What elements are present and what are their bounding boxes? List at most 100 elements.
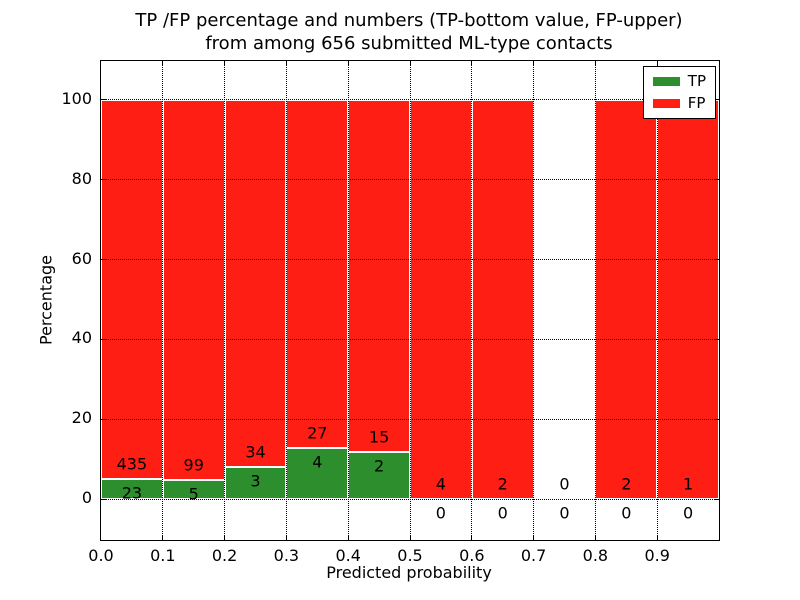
fp-bar-0.9-1.0	[657, 99, 719, 500]
fp-count-label-0.7-0.8: 0	[559, 474, 570, 494]
y-tick-label-60: 60	[71, 248, 92, 268]
fp-count-label-0.8-0.9: 2	[621, 474, 632, 494]
y-tick-left-60	[101, 259, 106, 261]
x-tick-bottom-0.2	[224, 535, 226, 540]
fp-bar-0.1-0.2	[162, 99, 225, 480]
fp-count-label-0.5-0.6: 4	[435, 474, 446, 494]
fp-count-label-0.6-0.7: 2	[497, 474, 508, 494]
y-tick-right-80	[714, 179, 719, 181]
x-tick-bottom-0.1	[162, 535, 164, 540]
x-tick-bottom-0.7	[533, 535, 535, 540]
tp-count-label-0.5-0.6: 0	[435, 503, 446, 523]
fp-bar-0.3-0.4	[286, 99, 349, 448]
x-tick-label-0.5: 0.5	[397, 546, 423, 565]
y-tick-right-60	[714, 259, 719, 261]
y-tick-right-40	[714, 338, 719, 340]
y-tick-right-100	[714, 99, 719, 101]
tp-count-label-0.4-0.5: 2	[374, 456, 385, 476]
gridline-y-100	[101, 99, 719, 101]
x-tick-bottom-0.5	[409, 535, 411, 540]
x-axis-label: Predicted probability	[326, 563, 492, 582]
x-tick-bottom-0.8	[594, 535, 596, 540]
y-tick-left-80	[101, 179, 106, 181]
chart-title-line-1: TP /FP percentage and numbers (TP-bottom…	[135, 10, 683, 31]
tp-count-label-0.2-0.3: 3	[250, 471, 261, 491]
y-tick-left-0	[101, 498, 106, 500]
tp-count-label-0.3-0.4: 4	[312, 452, 323, 472]
fp-legend-label: FP	[687, 94, 706, 112]
x-tick-label-0.9: 0.9	[644, 546, 670, 565]
y-tick-label-80: 80	[71, 168, 92, 188]
y-tick-left-20	[101, 418, 106, 420]
fp-count-label-0.3-0.4: 27	[307, 423, 328, 443]
gridline-x-0.1	[162, 61, 164, 540]
y-tick-label-40: 40	[71, 328, 92, 348]
x-tick-label-0.0: 0.0	[88, 546, 114, 565]
gridline-x-0.2	[224, 61, 226, 540]
legend-item-tp: TP	[652, 72, 706, 90]
plot-area: TP FP 435 23 99 5 34 3 27 4 15 2 4 0 2 0 0 0 2 0 1 0 0.0 0.1 0…	[61, 60, 720, 565]
x-tick-label-0.3: 0.3	[273, 546, 300, 565]
fp-bar-0.5-0.6	[410, 99, 472, 500]
y-tick-right-20	[714, 418, 719, 420]
fp-bar-0.6-0.7	[471, 99, 534, 500]
tp-count-label-0.0-0.1: 23	[121, 483, 143, 503]
fp-count-label-0.4-0.5: 15	[368, 427, 390, 447]
gridline-x-0.8	[594, 61, 596, 540]
x-tick-label-0.7: 0.7	[520, 546, 547, 565]
legend-item-fp: FP	[652, 94, 706, 112]
fp-bar-0.2-0.3	[224, 99, 287, 467]
gridline-x-0.4	[347, 61, 349, 540]
gridline-x-0.5	[409, 61, 411, 540]
tp-count-label-0.7-0.8: 0	[559, 503, 570, 523]
tp-count-label-0.1-0.2: 5	[188, 484, 199, 504]
x-tick-top-0.2	[224, 61, 226, 66]
fp-bar-0.4-0.5	[348, 99, 410, 453]
chart-title-line-2: from among 656 submitted ML-type contact…	[205, 33, 613, 54]
gridline-x-0.9	[656, 61, 658, 540]
x-tick-label-0.6: 0.6	[459, 546, 485, 565]
x-tick-top-0.9	[656, 61, 658, 66]
gridline-y-40	[101, 338, 719, 340]
y-tick-left-40	[101, 338, 106, 340]
chart-title: TP /FP percentage and numbers (TP-bottom…	[135, 9, 682, 55]
x-tick-bottom-0.6	[471, 535, 473, 540]
fp-count-label-0.9-1.0: 1	[683, 474, 694, 494]
gridline-y-80	[101, 179, 719, 181]
tp-bar-0.4-0.5	[348, 452, 410, 500]
x-tick-top-0.8	[594, 61, 596, 66]
tp-count-label-0.6-0.7: 0	[497, 503, 508, 523]
fp-count-label-0.2-0.3: 34	[245, 442, 266, 462]
gridline-x-0.3	[285, 61, 287, 540]
fp-legend-swatch	[652, 99, 680, 108]
fp-bar-0.0-0.1	[101, 99, 163, 480]
fp-count-label-0.0-0.1: 435	[116, 454, 148, 474]
tp-count-label-0.9-1.0: 0	[683, 503, 694, 523]
x-tick-top-0.7	[533, 61, 535, 66]
x-tick-top-0.6	[471, 61, 473, 66]
gridline-y-20	[101, 418, 719, 420]
y-tick-right-0	[714, 498, 719, 500]
y-tick-label-0: 0	[81, 488, 92, 508]
x-tick-label-0.8: 0.8	[582, 546, 609, 565]
x-tick-label-0.2: 0.2	[211, 546, 238, 565]
x-tick-label-0.4: 0.4	[335, 546, 361, 565]
x-tick-top-0.4	[347, 61, 349, 66]
x-tick-label-0.1: 0.1	[150, 546, 176, 565]
x-tick-bottom-0.4	[347, 535, 349, 540]
y-tick-left-100	[101, 99, 106, 101]
fp-count-label-0.1-0.2: 99	[183, 455, 204, 475]
tp-legend-label: TP	[687, 72, 706, 90]
tp-legend-swatch	[652, 77, 680, 86]
x-tick-top-0.3	[285, 61, 287, 66]
x-tick-top-0.1	[162, 61, 164, 66]
gridline-x-0.6	[471, 61, 473, 540]
gridline-y-0	[101, 498, 719, 500]
x-tick-top-0.5	[409, 61, 411, 66]
legend-box: TP FP	[642, 66, 716, 119]
tp-count-label-0.8-0.9: 0	[621, 503, 632, 523]
gridline-x-0.7	[533, 61, 535, 540]
y-tick-label-20: 20	[71, 408, 92, 428]
gridline-y-60	[101, 259, 719, 261]
